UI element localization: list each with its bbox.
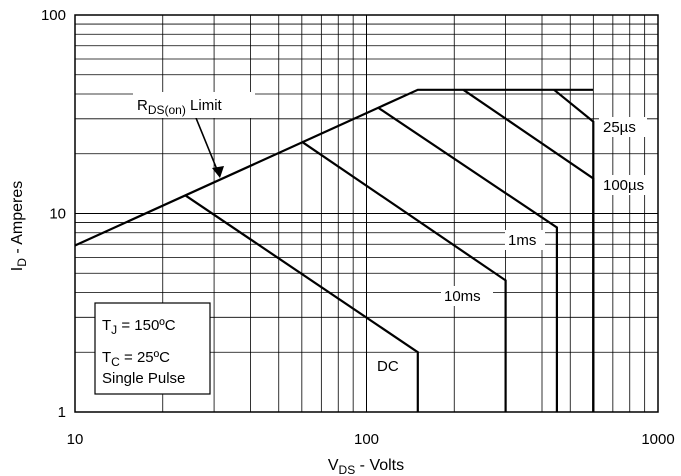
series-line-dc bbox=[185, 194, 419, 412]
conditions-box bbox=[94, 302, 211, 395]
label-bg-100us bbox=[599, 175, 655, 195]
label-1ms: 1ms bbox=[508, 232, 536, 249]
y-tick-label: 10 bbox=[49, 206, 66, 223]
label-10ms: 10ms bbox=[444, 288, 481, 305]
rds-limit-arrow bbox=[195, 117, 219, 173]
y-tick-label: 1 bbox=[58, 404, 66, 421]
rds-limit-arrowhead bbox=[212, 166, 224, 178]
label-bg-dc bbox=[374, 356, 408, 376]
series-line-1ms bbox=[377, 107, 559, 412]
label-bg-25us bbox=[599, 117, 647, 137]
plot-frame bbox=[74, 14, 659, 413]
label-rds-limit: RDS(on) Limit bbox=[137, 97, 223, 117]
label-dc: DC bbox=[377, 358, 399, 375]
series-line-10ms bbox=[301, 140, 507, 412]
condition-tj: TJ = 150ºC bbox=[102, 317, 176, 337]
soa-curves bbox=[74, 88, 595, 412]
label-25us: 25µs bbox=[603, 119, 636, 136]
x-tick-label: 10 bbox=[67, 431, 84, 448]
series-line-rds-on-limit bbox=[74, 88, 594, 247]
y-tick-label: 100 bbox=[41, 7, 66, 24]
x-tick-labels: 10 100 1000 bbox=[67, 431, 675, 448]
label-100us: 100µs bbox=[603, 177, 644, 194]
y-tick-labels: 1 10 100 bbox=[41, 7, 66, 421]
series-line-25-s bbox=[553, 88, 595, 412]
condition-pulse: Single Pulse bbox=[102, 370, 185, 387]
label-bg-rds bbox=[133, 92, 255, 118]
x-axis-title: VDS - Volts bbox=[328, 457, 404, 476]
y-axis-title: ID - Amperes bbox=[9, 181, 29, 271]
condition-tc: TC = 25ºC bbox=[102, 349, 170, 369]
label-bg-10ms bbox=[441, 286, 493, 306]
x-tick-label: 1000 bbox=[641, 431, 674, 448]
x-tick-label: 100 bbox=[354, 431, 379, 448]
label-bg-1ms bbox=[505, 230, 545, 250]
series-line-100-s bbox=[462, 88, 595, 412]
annotation-lines bbox=[195, 117, 224, 178]
